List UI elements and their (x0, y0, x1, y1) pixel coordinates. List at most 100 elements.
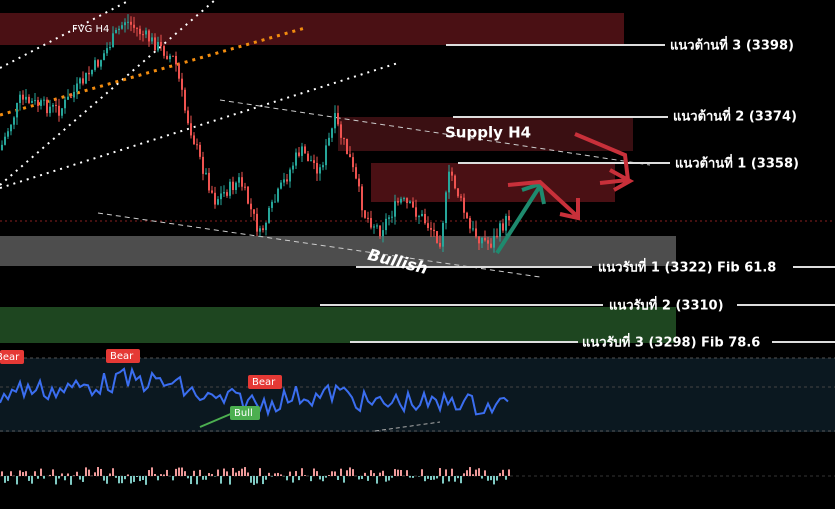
histogram-bar (64, 476, 66, 481)
histogram-bar (94, 472, 96, 476)
candle (118, 28, 120, 31)
candle (457, 188, 459, 197)
candle (463, 197, 465, 213)
candle (73, 91, 75, 98)
candle (160, 41, 162, 47)
histogram-bar (82, 476, 84, 482)
candle (505, 215, 507, 231)
histogram-bar (367, 476, 369, 481)
histogram-bar (103, 476, 105, 481)
histogram-bar (334, 471, 336, 476)
level-label: แนวต้านที่ 1 (3358) (675, 154, 799, 172)
candles (1, 14, 510, 253)
histogram-bar (385, 476, 387, 482)
histogram-bar (262, 476, 264, 485)
divergence-line (374, 421, 441, 432)
histogram-bar (133, 476, 135, 482)
histogram-bar (271, 476, 273, 477)
candle (214, 192, 216, 205)
histogram-bar (304, 475, 306, 476)
candle (241, 177, 243, 187)
candle (247, 186, 249, 204)
rsi-line (0, 366, 509, 418)
histogram-bar (430, 476, 432, 480)
histogram-bar (400, 469, 402, 476)
histogram-bar (496, 476, 498, 481)
candle (91, 69, 93, 75)
candle (427, 223, 429, 228)
histogram-bar (196, 476, 198, 485)
candle (232, 181, 234, 191)
demand-zone (0, 307, 676, 343)
candle (364, 210, 366, 218)
histogram-bar (184, 471, 186, 476)
supply-zone-inner (371, 163, 615, 202)
histogram-bar (373, 473, 375, 476)
candle (244, 186, 246, 188)
histogram-bar (418, 476, 420, 477)
histogram-bar (493, 476, 495, 485)
candle (109, 47, 111, 49)
histogram-bar (475, 469, 477, 476)
candle (76, 83, 78, 92)
candle (490, 243, 492, 248)
candle (385, 218, 387, 231)
candle (445, 192, 447, 224)
candle (292, 165, 294, 170)
histogram-bar (421, 469, 423, 476)
candle (166, 55, 168, 60)
histogram-bar (322, 476, 324, 482)
candle (190, 123, 192, 136)
candle (271, 201, 273, 208)
candle (316, 163, 318, 174)
candle (508, 215, 510, 221)
candle (196, 144, 198, 146)
histogram-bar (142, 476, 144, 480)
histogram-bar (481, 476, 483, 479)
candle (379, 225, 381, 237)
histogram-bar (163, 474, 165, 476)
candle (433, 229, 435, 232)
candle (400, 198, 402, 203)
candle (133, 24, 135, 28)
candle (34, 100, 36, 102)
candle (448, 171, 450, 193)
candle (139, 28, 141, 35)
candle (136, 27, 138, 29)
signal-badge (248, 375, 282, 389)
candle (193, 135, 195, 145)
candle (25, 96, 27, 100)
histogram-bar (388, 476, 390, 481)
candle (460, 196, 462, 198)
candle (127, 21, 129, 23)
histogram-bar (394, 469, 396, 476)
histogram-bar (253, 476, 255, 485)
candle (322, 165, 324, 168)
histogram-bar (1, 471, 3, 476)
candle (97, 60, 99, 67)
histogram-bar (442, 476, 444, 484)
candle (424, 213, 426, 224)
histogram-bar (382, 470, 384, 476)
candle (268, 207, 270, 223)
histogram-bar (172, 476, 174, 481)
candle (4, 136, 6, 145)
candle (49, 106, 51, 114)
candle (496, 235, 498, 237)
histogram-bar (352, 469, 354, 476)
histogram-bar (139, 476, 141, 482)
candle (487, 240, 489, 244)
candle (373, 226, 375, 228)
histogram-bar (220, 476, 222, 484)
histogram-bar (205, 476, 207, 480)
level-label: แนวรับที่ 3 (3298) Fib 78.6 (582, 333, 760, 351)
candle (415, 207, 417, 217)
candle (46, 99, 48, 114)
histogram-bar (328, 475, 330, 476)
histogram-bar (484, 470, 486, 476)
histogram-bar (370, 470, 372, 476)
histogram-bar (244, 467, 246, 476)
candle (337, 113, 339, 125)
candle (265, 222, 267, 231)
candle (67, 96, 69, 100)
